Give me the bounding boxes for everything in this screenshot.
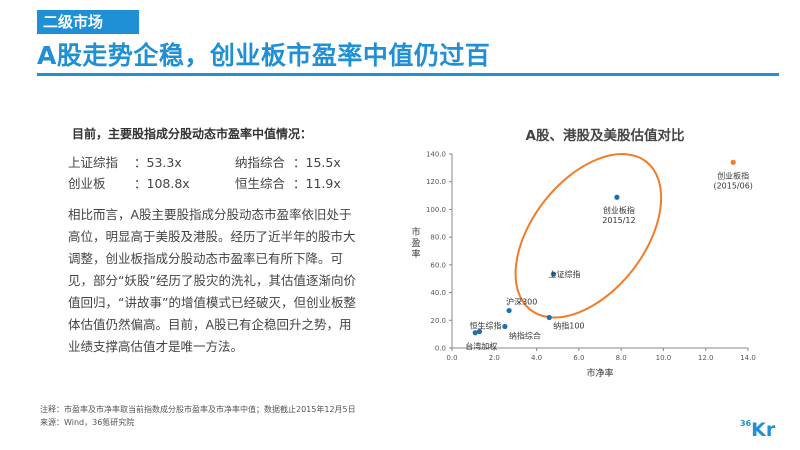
scatter-chart: 0.0 2.0 4.0 6.0 8.0 10.0 12.0 14.0 0.0 20.0 40.0 60…	[411, 151, 756, 380]
data-point-label: 上证综指	[548, 269, 580, 279]
page-title: A股走势企稳，创业板市盈率中值仍过百	[37, 41, 491, 70]
y-tick-label: 0.0	[435, 345, 446, 353]
data-point-label: 创业板指(2015/06)	[713, 170, 752, 190]
y-axis-label-char: 盈	[411, 238, 420, 249]
y-tick-label: 20.0	[430, 317, 446, 325]
y-tick-label: 100.0	[426, 206, 446, 214]
x-tick-label: 0.0	[446, 354, 457, 362]
data-point-label: 恒生综指	[469, 321, 501, 331]
x-tick-label: 14.0	[740, 354, 756, 362]
highlight-ellipse	[514, 153, 663, 319]
data-point-label: 台湾加权	[465, 341, 497, 351]
data-point-label: 沪深300	[506, 297, 537, 307]
analysis-paragraph: 相比而言，A股主要股指成分股动态市盈率依旧处于高位，明显高于美股及港股。经历了近…	[68, 207, 356, 354]
x-tick-label: 4.0	[531, 354, 542, 362]
footnote-source: 来源：Wind，36氪研究院	[40, 418, 135, 427]
data-point	[476, 328, 483, 335]
chart-title: A股、港股及美股估值对比	[525, 128, 685, 144]
pe-intro: 目前，主要股指成分股动态市盈率中值情况：	[72, 127, 313, 141]
section-tag: 二级市场	[37, 10, 139, 34]
pe-row: 上证综指 ：53.3x 纳指综合 ：15.5x	[68, 152, 388, 173]
pe-name: 创业板	[68, 176, 106, 191]
pe-value: ：15.5x	[293, 155, 341, 170]
y-tick-label: 140.0	[426, 151, 446, 159]
data-point	[550, 271, 557, 277]
chart-ticks: 0.0 2.0 4.0 6.0 8.0 10.0 12.0 14.0 0.0 20.0 40.0 60…	[426, 151, 756, 363]
title-underline	[37, 73, 779, 76]
x-tick-label: 12.0	[698, 354, 714, 362]
x-tick-label: 2.0	[489, 354, 500, 362]
x-tick-label: 10.0	[656, 354, 672, 362]
pe-name: 上证综指	[68, 155, 119, 170]
pe-value: ：108.8x	[134, 176, 190, 191]
x-tick-label: 6.0	[573, 354, 584, 362]
y-tick-label: 80.0	[430, 234, 446, 242]
data-point	[506, 307, 512, 314]
data-point	[472, 330, 478, 336]
pe-table: 上证综指 ：53.3x 纳指综合 ：15.5x 创业板 ：108.8x 恒生综合…	[68, 152, 388, 194]
data-point-label: 纳指100	[553, 321, 584, 331]
y-tick-label: 120.0	[426, 178, 446, 186]
data-point-label: 纳指综合	[509, 331, 541, 341]
logo-number: 36	[740, 419, 752, 428]
y-tick-label: 60.0	[430, 261, 446, 269]
pe-value: ：11.9x	[293, 176, 341, 191]
data-point	[502, 323, 508, 330]
footnote: 注释：市盈率及市净率取当前指数成分股市盈率及市净率中值；数据截止2015年12月…	[40, 403, 356, 429]
chart-axes	[451, 154, 748, 349]
y-axis-label-char: 市	[411, 226, 420, 238]
data-point	[614, 194, 620, 200]
logo-letters: Kr	[751, 419, 776, 441]
data-point	[730, 159, 736, 165]
y-axis-label-char: 率	[411, 248, 420, 260]
y-tick-label: 40.0	[430, 289, 446, 297]
data-point-label: 创业板指 2015/12	[602, 205, 635, 225]
brand-logo: 36Kr	[740, 419, 775, 441]
pe-value: ：53.3x	[134, 155, 182, 170]
pe-row: 创业板 ：108.8x 恒生综合 ：11.9x	[68, 173, 388, 194]
y-axis-label: 市盈率	[411, 226, 420, 260]
pe-name: 纳指综合	[235, 155, 286, 170]
data-point	[546, 314, 552, 321]
pe-name: 恒生综合	[235, 176, 286, 191]
x-axis-label: 市净率	[586, 367, 613, 379]
x-tick-label: 8.0	[616, 354, 627, 362]
footnote-note: 注释：市盈率及市净率取当前指数成分股市盈率及市净率中值；数据截止2015年12月…	[40, 405, 356, 414]
